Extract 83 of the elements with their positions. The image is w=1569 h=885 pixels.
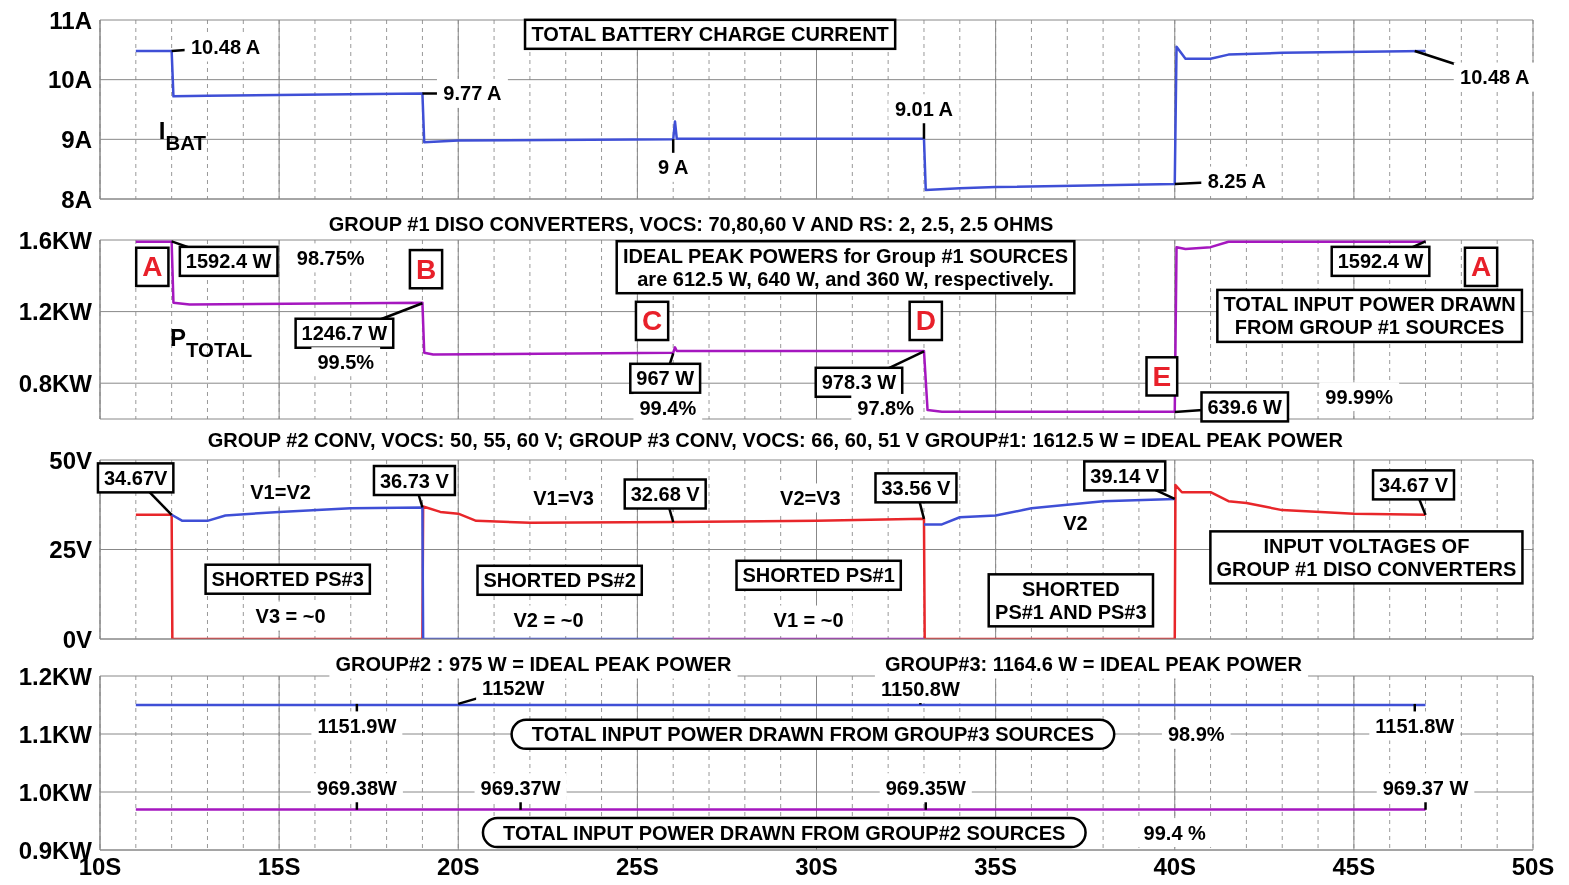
y-tick-label: 9A bbox=[61, 125, 92, 153]
annotation: D bbox=[915, 305, 936, 337]
annotation: 8.25 A bbox=[1207, 170, 1266, 193]
annotation: A bbox=[1470, 251, 1492, 283]
annotation: V1 = ~0 bbox=[773, 609, 844, 632]
annotation: 10.48 A bbox=[1460, 66, 1530, 89]
annotation: 9.01 A bbox=[894, 97, 954, 120]
annotation: 969.37 W bbox=[1382, 776, 1469, 799]
annotation: TOTAL INPUT POWER DRAWN FROM GROUP #1 SOURCES bbox=[1223, 293, 1516, 339]
annotation: 1246.7 W bbox=[301, 322, 388, 345]
x-tick-label: 40S bbox=[1153, 853, 1197, 881]
annotation: V2 bbox=[1063, 511, 1088, 534]
chart-title: GROUP #2 CONV, VOCS: 50, 55, 60 V; GROUP #3 CONV, VOCS: 66, 60, 51 V GROUP#1: 1612.5 W = IDEAL PEAK POWER bbox=[207, 429, 1344, 451]
annotation: TOTAL INPUT POWER DRAWN FROM GROUP#2 SOURCES bbox=[503, 821, 1066, 844]
x-tick-label: 15S bbox=[257, 853, 301, 881]
annotation: B bbox=[415, 253, 437, 285]
annotation: 1150.8W bbox=[880, 677, 960, 700]
y-tick-label: 8A bbox=[61, 185, 92, 213]
x-tick-label: 20S bbox=[436, 853, 480, 881]
chart-title: TOTAL BATTERY CHARGE CURRENT bbox=[531, 23, 889, 46]
y-tick-label: 1.0KW bbox=[18, 778, 93, 806]
annotation: 99.99% bbox=[1325, 385, 1394, 408]
y-tick-label: 25V bbox=[49, 536, 92, 564]
annotation: 97.8% bbox=[857, 397, 915, 420]
series-label: I$_{BAT}$ bbox=[158, 117, 207, 155]
annotation: V3 = ~0 bbox=[255, 605, 326, 628]
annotation: IDEAL PEAK POWERS for Group #1 SOURCES are 612.5 W, 640 W, and 360 W, respectively. bbox=[622, 244, 1069, 290]
annotation: E bbox=[1152, 360, 1172, 392]
annotation: 1151.9W bbox=[317, 714, 397, 737]
annotation: V1=V3 bbox=[533, 486, 594, 509]
annotation: 1152W bbox=[482, 676, 545, 699]
annotation: SHORTED PS#2 bbox=[483, 569, 636, 592]
annotation: 969.37W bbox=[480, 776, 561, 799]
annotation: 639.6 W bbox=[1207, 395, 1283, 418]
x-tick-label: 25S bbox=[616, 853, 659, 881]
annotation: 39.14 V bbox=[1090, 464, 1160, 487]
annotation: SHORTED PS#3 bbox=[211, 568, 364, 591]
annotation: 32.68 V bbox=[630, 483, 701, 506]
y-tick-label: 1.1KW bbox=[18, 720, 93, 748]
annotation: SHORTED PS#1 AND PS#3 bbox=[995, 577, 1147, 623]
annotation: 9.77 A bbox=[443, 82, 502, 105]
annotation: A bbox=[142, 251, 163, 283]
annotation: 36.73 V bbox=[379, 469, 450, 492]
annotation: 9 A bbox=[658, 156, 689, 179]
annotation: 967 W bbox=[636, 367, 695, 390]
chart-subtitle: GROUP#3: 1164.6 W = IDEAL PEAK POWER bbox=[884, 653, 1303, 675]
x-tick-label: 50S bbox=[1511, 853, 1555, 881]
annotation: 99.4 % bbox=[1143, 821, 1207, 844]
annotation: 98.9% bbox=[1167, 723, 1225, 746]
annotation: 10.48 A bbox=[190, 36, 261, 59]
annotation: V1=V2 bbox=[250, 480, 311, 503]
annotation: 33.56 V bbox=[881, 476, 952, 499]
annotation: 1592.4 W bbox=[185, 250, 272, 273]
annotation: SHORTED PS#1 bbox=[742, 564, 895, 587]
series-label: P$_{TOTAL}$ bbox=[170, 323, 253, 361]
y-tick-label: 1.2KW bbox=[18, 298, 93, 326]
annotation: 1592.4 W bbox=[1337, 250, 1424, 273]
y-tick-label: 0.8KW bbox=[18, 369, 93, 397]
annotation: 98.75% bbox=[296, 246, 365, 269]
y-tick-label: 1.6KW bbox=[18, 226, 93, 254]
chart-title: GROUP #1 DISO CONVERTERS, VOCS: 70,80,60 V AND RS: 2, 2.5, 2.5 OHMS bbox=[328, 213, 1054, 235]
y-tick-label: 11A bbox=[49, 6, 92, 34]
annotation: 99.5% bbox=[317, 350, 375, 373]
y-tick-label: 0V bbox=[62, 625, 92, 653]
annotation: INPUT VOLTAGES OF GROUP #1 DISO CONVERTERS bbox=[1216, 534, 1517, 580]
annotation: TOTAL INPUT POWER DRAWN FROM GROUP#3 SOURCES bbox=[531, 723, 1095, 746]
x-tick-label: 35S bbox=[974, 853, 1017, 881]
annotation: 1151.8W bbox=[1375, 714, 1455, 737]
annotation: 969.35W bbox=[885, 776, 966, 799]
annotation: V2=V3 bbox=[780, 486, 841, 509]
y-tick-label: 50V bbox=[49, 446, 92, 474]
annotation: 34.67V bbox=[103, 466, 168, 489]
annotation: 978.3 W bbox=[821, 371, 897, 394]
y-tick-label: 1.2KW bbox=[18, 662, 93, 690]
y-tick-label: 10A bbox=[47, 66, 92, 94]
chart-title: GROUP#2 : 975 W = IDEAL PEAK POWER bbox=[335, 653, 732, 675]
annotation: 99.4% bbox=[639, 397, 697, 420]
annotation: C bbox=[641, 305, 663, 337]
x-tick-label: 30S bbox=[795, 853, 838, 881]
x-tick-label: 45S bbox=[1332, 853, 1376, 881]
annotation: 969.38W bbox=[316, 776, 398, 799]
annotation: 34.67 V bbox=[1379, 473, 1449, 496]
annotation: V2 = ~0 bbox=[513, 609, 584, 632]
